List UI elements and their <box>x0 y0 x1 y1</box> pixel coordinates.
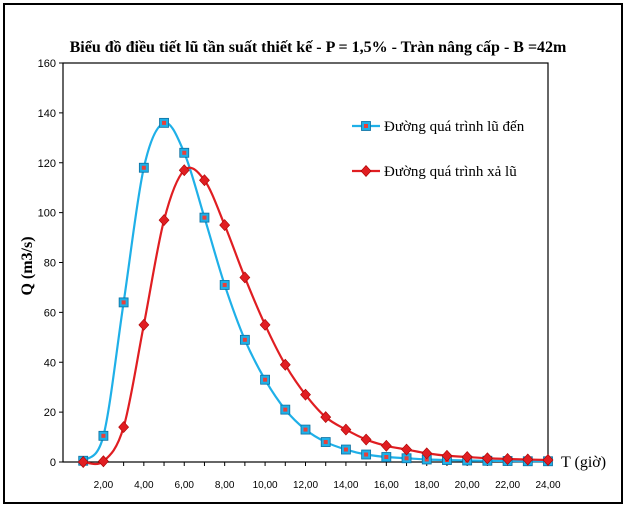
data-point-series-1-center <box>121 300 126 305</box>
data-point-series-1-center <box>162 120 167 125</box>
data-point-series-2 <box>118 421 130 434</box>
data-point-series-1-center <box>263 377 268 382</box>
data-point-series-2 <box>401 443 412 456</box>
x-tick-label: 10,00 <box>253 480 278 491</box>
data-point-series-1-center <box>343 447 348 452</box>
tick-labels: 0 20 40 60 80 100 120 140 160 2,00 4,00 6,00 8,00 10,… <box>38 58 561 491</box>
data-point-series-1-center <box>101 433 106 438</box>
y-tick-label: 100 <box>38 208 56 220</box>
data-point-series-2 <box>138 318 150 331</box>
data-point-series-1-center <box>323 440 328 445</box>
y-tick-label: 40 <box>44 357 56 369</box>
data-point-series-1-center <box>424 457 429 462</box>
x-tick-label: 16,00 <box>374 480 399 491</box>
x-tick-label: 6,00 <box>175 480 195 491</box>
legend-marker-1-center <box>364 124 368 128</box>
data-point-series-2 <box>98 455 109 468</box>
x-tick-label: 22,00 <box>495 480 520 491</box>
y-tick-label: 0 <box>50 457 56 469</box>
y-tick-label: 60 <box>44 307 56 319</box>
data-point-series-2 <box>522 453 534 466</box>
legend-marker-2 <box>360 165 372 177</box>
x-tick-label: 2,00 <box>94 480 114 491</box>
data-point-series-2 <box>320 411 332 424</box>
data-point-series-2 <box>199 174 210 187</box>
y-tick-label: 160 <box>38 58 56 70</box>
data-point-series-2 <box>259 318 271 331</box>
data-point-series-1-center <box>141 165 146 170</box>
y-axis-label: Q (m3/s) <box>19 236 36 295</box>
data-point-series-2 <box>178 164 190 177</box>
legend-label-2: Đường quá trình xả lũ <box>384 164 517 180</box>
x-tick-label: 24,00 <box>535 480 560 491</box>
y-tick-label: 140 <box>38 108 56 120</box>
data-point-series-2 <box>239 271 251 284</box>
data-point-series-2 <box>542 454 554 466</box>
data-point-series-2 <box>158 214 170 227</box>
data-point-series-1-center <box>222 282 227 287</box>
data-point-series-2 <box>481 452 493 465</box>
y-tick-label: 80 <box>44 258 56 270</box>
data-point-series-2 <box>77 456 89 468</box>
data-point-series-2 <box>279 358 291 371</box>
data-point-series-1-center <box>364 452 369 457</box>
data-point-series-2 <box>461 451 473 463</box>
data-point-series-2 <box>219 219 231 232</box>
x-axis-label: T (giờ) <box>561 454 606 471</box>
data-point-series-1-center <box>384 455 389 460</box>
legend-label-1: Đường quá trình lũ đến <box>384 119 525 135</box>
legend: Đường quá trình lũ đến Đường quá trình xả… <box>352 119 525 180</box>
data-point-series-1-center <box>283 407 288 412</box>
data-point-series-2 <box>360 433 372 446</box>
y-tick-label: 20 <box>44 407 56 419</box>
x-tick-label: 18,00 <box>414 480 439 491</box>
data-point-series-1-center <box>303 427 308 432</box>
data-point-series-1-center <box>202 215 207 220</box>
x-tick-label: 12,00 <box>293 480 318 491</box>
chart-title: Biểu đồ điều tiết lũ tần suất thiết kế -… <box>70 39 567 56</box>
data-point-series-2 <box>502 453 513 465</box>
y-tick-label: 120 <box>38 158 56 170</box>
data-point-series-2 <box>340 423 352 436</box>
data-point-series-2 <box>421 447 433 460</box>
data-point-series-2 <box>300 388 311 401</box>
x-tick-label: 14,00 <box>333 480 358 491</box>
data-point-series-2 <box>380 439 392 452</box>
data-point-series-1-center <box>182 150 187 155</box>
series-layer <box>77 117 554 468</box>
x-tick-label: 20,00 <box>455 480 480 491</box>
data-point-series-1-center <box>242 337 247 342</box>
data-point-series-2 <box>441 449 453 462</box>
x-tick-label: 8,00 <box>215 480 235 491</box>
data-point-series-1-center <box>404 456 409 461</box>
x-tick-label: 4,00 <box>134 480 154 491</box>
